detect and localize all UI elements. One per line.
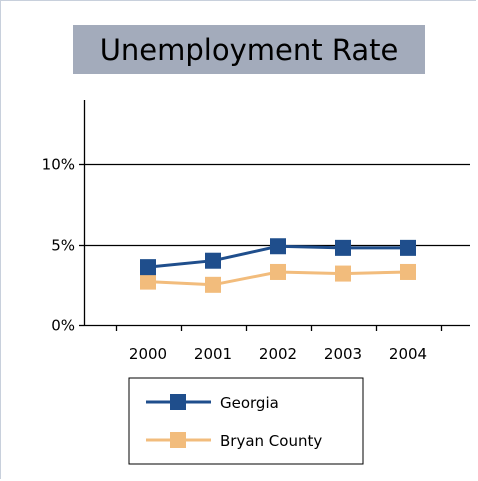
data-point-2002 [270, 238, 286, 255]
data-point-2002 [270, 263, 286, 280]
x-tick-label-2003: 2003 [324, 345, 362, 363]
y-tick-label-2: 10% [42, 156, 75, 174]
gridlines [84, 163, 470, 247]
x-axis-ticks: 2000 2001 2002 2003 2004 [115, 325, 443, 363]
series-lines [140, 238, 416, 293]
legend-box [128, 377, 364, 465]
data-point-2004 [400, 239, 416, 256]
legend-label: Bryan County [220, 432, 322, 450]
chart-title: Unemployment Rate [100, 33, 399, 67]
data-point-2000 [140, 259, 156, 276]
x-tick-label-2001: 2001 [194, 345, 232, 363]
y-axis-ticks: 0% 5% 10% [42, 156, 84, 335]
chart-title-background [73, 25, 425, 74]
x-tick-label-2004: 2004 [389, 345, 427, 363]
legend-entry-georgia: Georgia [146, 394, 279, 412]
data-point-2004 [400, 263, 416, 280]
axes [83, 100, 470, 327]
data-point-2003 [335, 239, 351, 256]
y-tick-label-1: 5% [51, 237, 75, 255]
series-bryan-county [140, 263, 416, 293]
series-georgia [140, 238, 416, 276]
legend-marker [170, 432, 186, 448]
legend-marker [170, 394, 186, 410]
data-point-2001 [205, 276, 221, 293]
legend: Georgia Bryan County [146, 394, 322, 450]
x-tick-label-2002: 2002 [259, 345, 297, 363]
x-tick-label-2000: 2000 [129, 345, 167, 363]
data-point-2000 [140, 273, 156, 290]
legend-entry-bryan-county: Bryan County [146, 432, 322, 450]
data-point-2003 [335, 265, 351, 282]
y-tick-label-0: 0% [51, 317, 75, 335]
legend-label: Georgia [220, 394, 279, 412]
data-point-2001 [205, 252, 221, 269]
